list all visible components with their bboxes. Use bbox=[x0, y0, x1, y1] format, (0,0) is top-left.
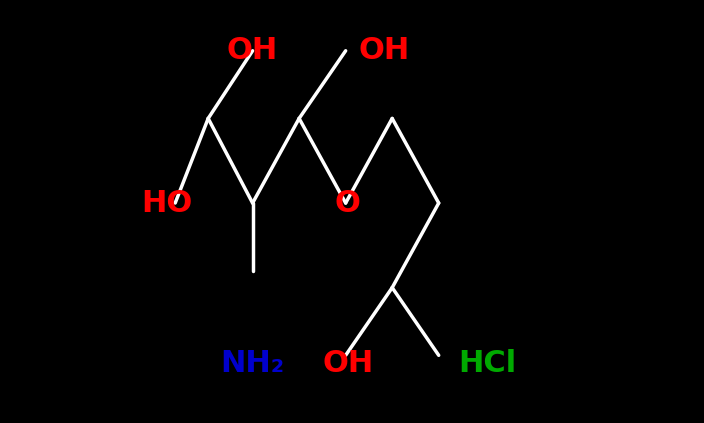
Text: HO: HO bbox=[141, 189, 192, 217]
Text: OH: OH bbox=[358, 36, 409, 65]
Text: HCl: HCl bbox=[458, 349, 517, 378]
Text: OH: OH bbox=[227, 36, 278, 65]
Text: O: O bbox=[335, 189, 360, 217]
Text: OH: OH bbox=[322, 349, 373, 378]
Text: NH₂: NH₂ bbox=[220, 349, 284, 378]
